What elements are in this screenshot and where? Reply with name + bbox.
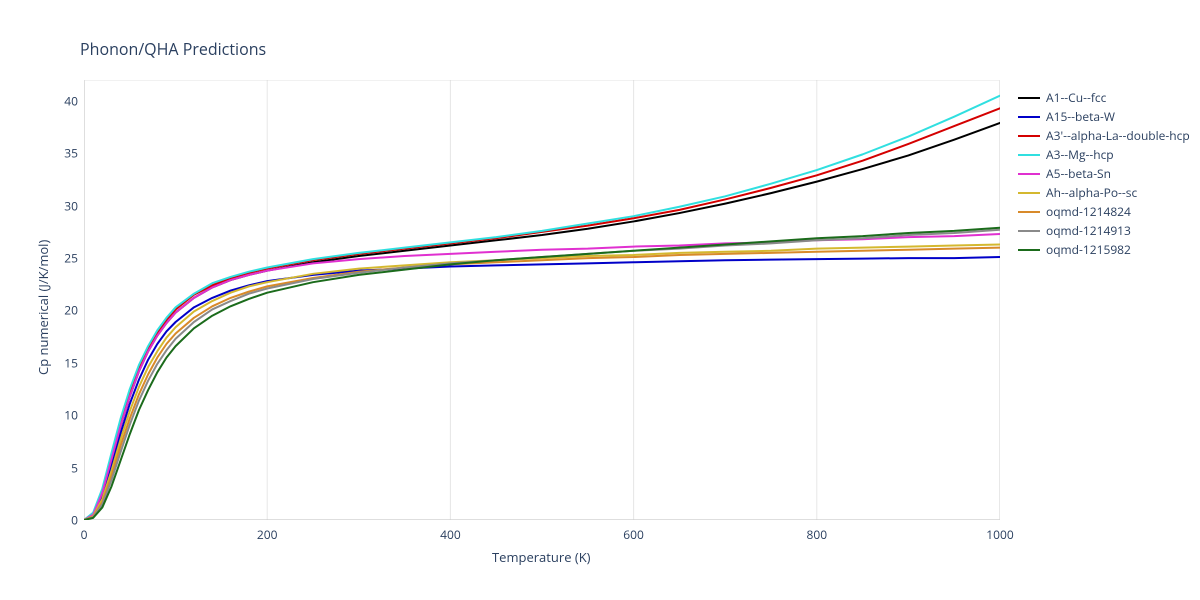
legend-item[interactable]: A5--beta-Sn	[1018, 164, 1190, 183]
legend-item[interactable]: oqmd-1215982	[1018, 240, 1190, 259]
legend-item[interactable]: A1--Cu--fcc	[1018, 88, 1190, 107]
y-tick-label: 30	[52, 197, 78, 214]
x-tick-label: 600	[623, 526, 644, 543]
legend-swatch	[1018, 116, 1040, 118]
y-tick-label: 15	[52, 354, 78, 371]
y-tick-label: 40	[52, 92, 78, 109]
y-tick-label: 5	[52, 459, 78, 476]
plot-area[interactable]	[84, 80, 1000, 520]
x-tick-label: 1000	[986, 526, 1013, 543]
legend-swatch	[1018, 97, 1040, 99]
legend-label: Ah--alpha-Po--sc	[1046, 184, 1137, 201]
legend-item[interactable]: Ah--alpha-Po--sc	[1018, 183, 1190, 202]
legend-item[interactable]: oqmd-1214824	[1018, 202, 1190, 221]
y-tick-label: 0	[52, 512, 78, 529]
chart-title: Phonon/QHA Predictions	[80, 38, 266, 60]
legend-item[interactable]: A3'--alpha-La--double-hcp	[1018, 126, 1190, 145]
legend-swatch	[1018, 249, 1040, 251]
legend-swatch	[1018, 192, 1040, 194]
y-axis-label: Cp numerical (J/K/mol)	[34, 240, 52, 375]
legend-item[interactable]: oqmd-1214913	[1018, 221, 1190, 240]
series-line[interactable]	[84, 244, 1000, 520]
y-tick-label: 20	[52, 302, 78, 319]
x-tick-label: 0	[81, 526, 88, 543]
series-line[interactable]	[84, 248, 1000, 520]
legend-swatch	[1018, 211, 1040, 213]
series-line[interactable]	[84, 96, 1000, 520]
series-line[interactable]	[84, 228, 1000, 520]
y-tick-label: 35	[52, 145, 78, 162]
legend-label: A15--beta-W	[1046, 108, 1115, 125]
legend-label: oqmd-1214824	[1046, 203, 1131, 220]
legend-label: oqmd-1215982	[1046, 241, 1131, 258]
x-tick-label: 400	[440, 526, 461, 543]
series-line[interactable]	[84, 123, 1000, 520]
legend-swatch	[1018, 154, 1040, 156]
legend-label: A1--Cu--fcc	[1046, 89, 1106, 106]
legend-label: A3'--alpha-La--double-hcp	[1046, 127, 1190, 144]
series-line[interactable]	[84, 234, 1000, 520]
chart-root: { "title": "Phonon/QHA Predictions", "ti…	[0, 0, 1200, 600]
legend-swatch	[1018, 135, 1040, 137]
x-tick-label: 200	[257, 526, 278, 543]
legend-label: A5--beta-Sn	[1046, 165, 1111, 182]
y-tick-label: 10	[52, 407, 78, 424]
legend-item[interactable]: A15--beta-W	[1018, 107, 1190, 126]
legend-label: A3--Mg--hcp	[1046, 146, 1114, 163]
series-line[interactable]	[84, 230, 1000, 520]
x-axis-label: Temperature (K)	[492, 548, 591, 566]
legend: A1--Cu--fcc A15--beta-W A3'--alpha-La--dou…	[1018, 88, 1190, 259]
legend-label: oqmd-1214913	[1046, 222, 1131, 239]
y-tick-label: 25	[52, 250, 78, 267]
legend-swatch	[1018, 230, 1040, 232]
legend-swatch	[1018, 173, 1040, 175]
legend-item[interactable]: A3--Mg--hcp	[1018, 145, 1190, 164]
x-tick-label: 800	[807, 526, 828, 543]
